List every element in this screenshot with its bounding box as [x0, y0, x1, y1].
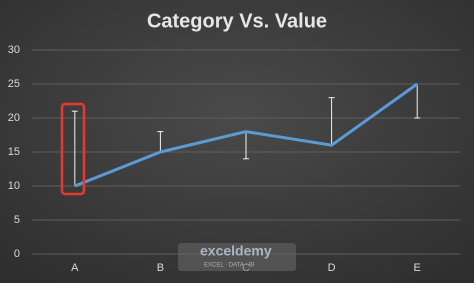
y-tick-label: 25 [8, 78, 20, 90]
error-bar [71, 110, 78, 186]
y-tick-label: 15 [8, 146, 20, 158]
watermark-box [178, 243, 296, 271]
error-bar [414, 84, 421, 119]
y-tick-label: 10 [8, 180, 20, 192]
watermark: exceldemy [200, 243, 272, 259]
watermark-subtitle: EXCEL · DATA · BI [204, 263, 255, 269]
data-line [74, 82, 419, 188]
x-tick-label: A [71, 262, 79, 274]
y-tick-label: 0 [14, 248, 20, 260]
grid: 051015202530ABCDE [8, 44, 460, 274]
plot [71, 82, 421, 188]
error-bar [328, 97, 335, 146]
highlight-box [60, 102, 86, 196]
x-tick-label: D [328, 262, 336, 274]
x-tick-label: E [414, 262, 421, 274]
y-tick-label: 20 [8, 112, 20, 124]
error-bar [243, 131, 249, 160]
x-tick-label: B [157, 262, 164, 274]
chart-title: Category Vs. Value [147, 10, 327, 32]
error-bar [157, 131, 164, 152]
y-tick-label: 5 [14, 214, 20, 226]
y-tick-label: 30 [8, 44, 20, 56]
